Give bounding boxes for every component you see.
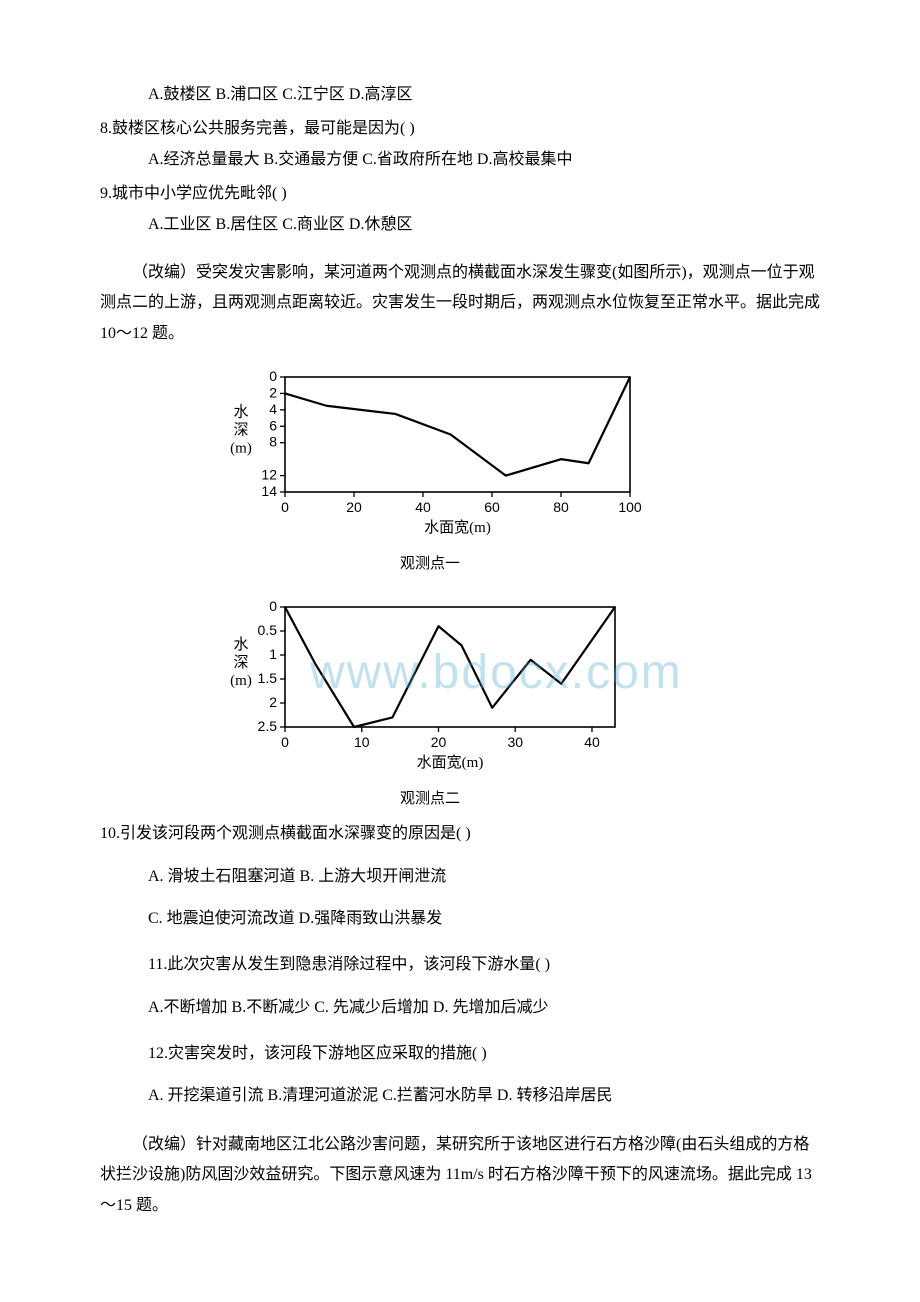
passage-10-12: （改编）受突发灾害影响，某河道两个观测点的横截面水深发生骤变(如图所示)，观测点… [100,258,820,349]
q10-stem: 10.引发该河段两个观测点横截面水深骤变的原因是( ) [100,819,820,849]
svg-text:0.5: 0.5 [258,622,278,638]
svg-text:8: 8 [269,434,277,450]
q9-stem: 9.城市中小学应优先毗邻( ) [100,179,820,209]
svg-text:0: 0 [281,499,289,515]
svg-text:4: 4 [269,401,277,417]
svg-text:0: 0 [281,734,289,750]
svg-text:(m): (m) [230,673,252,689]
svg-text:10: 10 [354,734,370,750]
document-page: A.鼓楼区 B.浦口区 C.江宁区 D.高淳区 8.鼓楼区核心公共服务完善，最可… [0,0,920,1261]
svg-text:深: 深 [233,422,248,439]
svg-text:水面宽(m): 水面宽(m) [424,519,491,536]
svg-text:2.5: 2.5 [258,718,278,734]
svg-text:水: 水 [233,404,248,421]
svg-text:2: 2 [269,694,277,710]
q10-options-cd: C. 地震迫使河流改道 D.强降雨致山洪暴发 [100,904,820,934]
chart1-caption: 观测点一 [210,550,650,579]
q9-options: A.工业区 B.居住区 C.商业区 D.休憩区 [100,210,820,240]
svg-text:水: 水 [233,636,248,653]
q11-options: A.不断增加 B.不断减少 C. 先减少后增加 D. 先增加后减少 [100,993,820,1023]
chart2-caption: 观测点二 [210,785,650,814]
svg-text:40: 40 [584,734,600,750]
svg-text:0: 0 [269,599,277,614]
svg-text:深: 深 [233,654,248,671]
q10-options-ab: A. 滑坡土石阻塞河道 B. 上游大坝开闸泄流 [100,862,820,892]
svg-text:(m): (m) [230,441,252,457]
chart-observation-2: www.bdocx.com 00.511.522.5010203040水面宽(m… [210,599,650,814]
svg-text:80: 80 [553,499,569,515]
q7-options: A.鼓楼区 B.浦口区 C.江宁区 D.高淳区 [100,80,820,110]
q12-stem: 12.灾害突发时，该河段下游地区应采取的措施( ) [100,1039,820,1069]
svg-text:1: 1 [269,646,277,662]
svg-text:20: 20 [346,499,362,515]
svg-text:20: 20 [431,734,447,750]
q12-options: A. 开挖渠道引流 B.清理河道淤泥 C.拦蓄河水防旱 D. 转移沿岸居民 [100,1081,820,1111]
chart-observation-1: 024681214020406080100水面宽(m)水深(m) 观测点一 [210,369,650,579]
svg-text:60: 60 [484,499,500,515]
q8-stem: 8.鼓楼区核心公共服务完善，最可能是因为( ) [100,114,820,144]
q8-options: A.经济总量最大 B.交通最方便 C.省政府所在地 D.高校最集中 [100,145,820,175]
q11-stem: 11.此次灾害从发生到隐患消除过程中，该河段下游水量( ) [100,950,820,980]
svg-text:14: 14 [261,483,277,499]
svg-text:12: 12 [261,467,277,483]
svg-text:1.5: 1.5 [258,670,278,686]
passage-13-15: （改编）针对藏南地区江北公路沙害问题，某研究所于该地区进行石方格沙障(由石头组成… [100,1130,820,1221]
svg-text:100: 100 [618,499,642,515]
svg-text:水面宽(m): 水面宽(m) [417,754,484,771]
svg-text:0: 0 [269,369,277,384]
svg-text:40: 40 [415,499,431,515]
svg-text:6: 6 [269,417,277,433]
svg-text:30: 30 [507,734,523,750]
svg-text:2: 2 [269,385,277,401]
